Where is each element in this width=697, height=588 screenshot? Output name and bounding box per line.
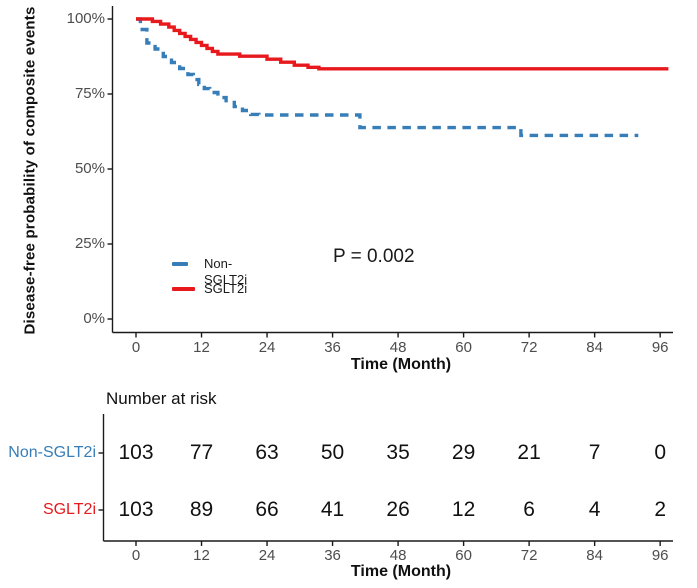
risk-table-title: Number at risk [106,389,217,408]
x-tick-label: 48 [389,339,407,356]
y-tick-label: 0% [83,310,105,327]
y-tick-label: 25% [74,235,105,252]
risk-count: 7 [588,441,601,464]
p-value-annotation: P = 0.002 [333,246,415,267]
km-curve-sglt2i [136,17,669,71]
x-tick-label: 60 [455,339,472,356]
risk-count: 103 [118,441,154,464]
risk-x-tick-label: 96 [651,547,669,564]
risk-x-tick-label: 36 [324,547,341,564]
y-axis-title: Disease-free probability of composite ev… [21,6,39,335]
km-curve-non-sglt2i [136,17,639,138]
risk-row-label-sglt2i: SGLT2i [42,501,96,518]
x-tick-label: 96 [651,339,669,356]
risk-count: 2 [654,498,666,521]
y-tick-label: 75% [74,85,105,102]
risk-count: 63 [255,441,279,464]
legend-label-sglt2i: SGLT2i [204,281,248,296]
risk-count: 4 [588,498,601,521]
y-tick-label: 50% [74,160,105,177]
x-axis-title: Time (Month) [350,356,452,373]
risk-count: 26 [386,498,410,521]
x-tick-label: 12 [193,339,210,356]
risk-count: 35 [386,441,410,464]
risk-row-label-non-sglt2i: Non-SGLT2i [8,444,96,461]
risk-count: 6 [523,498,535,521]
risk-x-tick-label: 0 [131,547,141,564]
risk-count: 21 [517,441,541,464]
risk-x-tick-label: 24 [258,547,276,564]
risk-count: 66 [255,498,279,521]
risk-count: 0 [654,441,666,464]
legend-key-dashed-line-icon [172,262,188,266]
risk-count: 12 [451,498,476,521]
x-tick-label: 24 [258,339,276,356]
risk-x-tick-label: 84 [586,547,603,564]
x-tick-label: 84 [586,339,603,356]
risk-count: 77 [189,441,214,464]
risk-x-tick-label: 48 [389,547,407,564]
risk-x-axis-title: Time (Month) [350,563,452,580]
risk-count: 41 [320,498,345,521]
risk-count: 103 [118,498,154,521]
risk-count: 50 [320,441,345,464]
legend-label-non-sglt2i: Non-SGLT2i [204,256,248,287]
legend-key-solid-line-icon [172,287,195,291]
risk-x-tick-label: 72 [520,547,538,564]
x-tick-label: 0 [131,339,141,356]
risk-count: 89 [189,498,214,521]
x-tick-label: 36 [324,339,341,356]
y-tick-label: 100% [66,10,105,27]
x-tick-label: 72 [520,339,538,356]
risk-x-tick-label: 60 [455,547,472,564]
risk-count: 29 [451,441,476,464]
risk-x-tick-label: 12 [193,547,210,564]
